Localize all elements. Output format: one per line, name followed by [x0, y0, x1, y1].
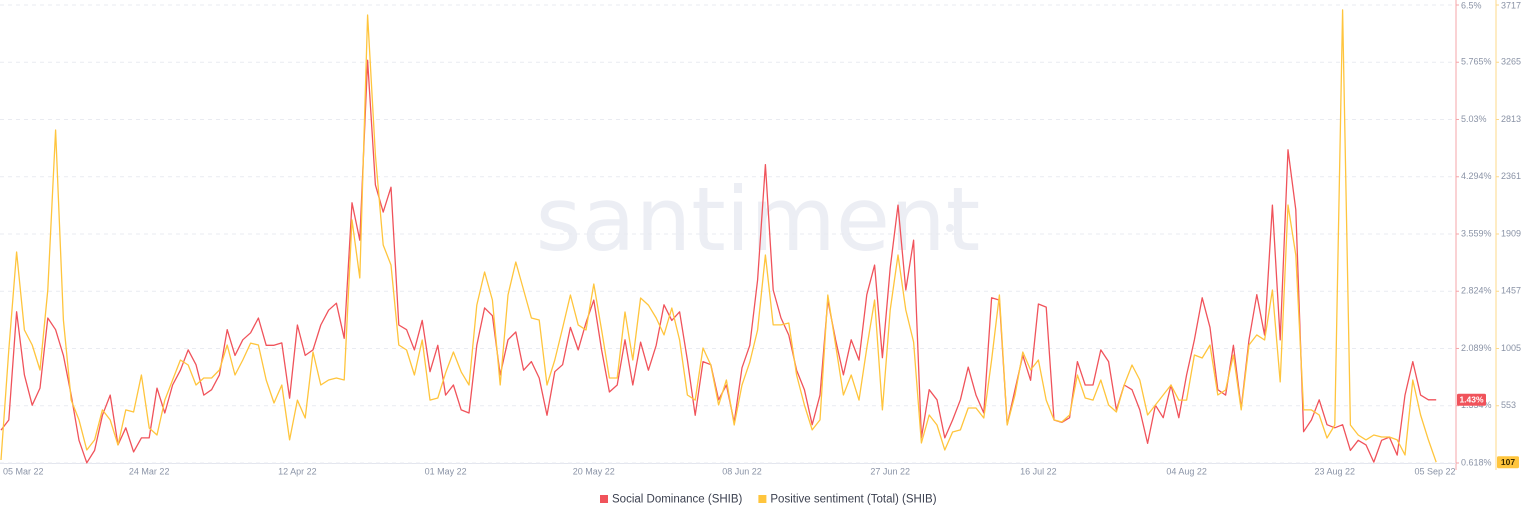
y-tick-label: 3.559%	[1461, 228, 1492, 238]
legend-label: Social Dominance (SHIB)	[612, 494, 743, 506]
watermark-dot	[946, 224, 954, 232]
x-tick-label: 12 Apr 22	[278, 466, 317, 476]
y2-tick-label: 3717	[1501, 0, 1521, 10]
x-tick-label: 05 Sep 22	[1414, 466, 1455, 476]
x-tick-label: 01 May 22	[425, 466, 467, 476]
y-tick-label: 0.618%	[1461, 457, 1492, 467]
value-badge	[1497, 456, 1519, 469]
x-tick-label: 27 Jun 22	[870, 466, 910, 476]
y2-tick-label: 2361	[1501, 171, 1521, 181]
value-badge-label: 107	[1501, 457, 1515, 467]
y-tick-label: 2.089%	[1461, 343, 1492, 353]
value-badge	[1457, 393, 1486, 406]
y2-tick-label: 1909	[1501, 228, 1521, 238]
y2-tick-label: 1457	[1501, 286, 1521, 296]
y2-tick-label: 1005	[1501, 343, 1521, 353]
watermark: santiment	[536, 168, 981, 271]
legend-swatch	[758, 495, 767, 503]
watermark-dot	[562, 224, 570, 232]
x-tick-label: 04 Aug 22	[1166, 466, 1207, 476]
x-tick-label: 20 May 22	[573, 466, 615, 476]
y2-tick-label: 3265	[1501, 57, 1521, 67]
series-line	[0, 9, 1437, 463]
y2-tick-label: 2813	[1501, 114, 1521, 124]
y-tick-label: 4.294%	[1461, 171, 1492, 181]
legend-label: Positive sentiment (Total) (SHIB)	[770, 494, 936, 506]
value-badge-label: 1.43%	[1459, 395, 1484, 405]
series-line	[0, 59, 1437, 464]
y-tick-label: 2.824%	[1461, 286, 1492, 296]
x-tick-label: 08 Jun 22	[722, 466, 762, 476]
y-tick-label: 5.03%	[1461, 114, 1487, 124]
x-tick-label: 23 Aug 22	[1315, 466, 1356, 476]
y-tick-label: 6.5%	[1461, 0, 1482, 10]
x-tick-label: 05 Mar 22	[3, 466, 44, 476]
legend-swatch	[600, 495, 608, 503]
legend: Social Dominance (SHIB) Positive sentimen…	[600, 494, 937, 506]
x-tick-label: 24 Mar 22	[129, 466, 170, 476]
y-tick-label: 5.765%	[1461, 57, 1492, 67]
x-tick-label: 16 Jul 22	[1020, 466, 1057, 476]
y2-tick-label: 553	[1501, 400, 1516, 410]
